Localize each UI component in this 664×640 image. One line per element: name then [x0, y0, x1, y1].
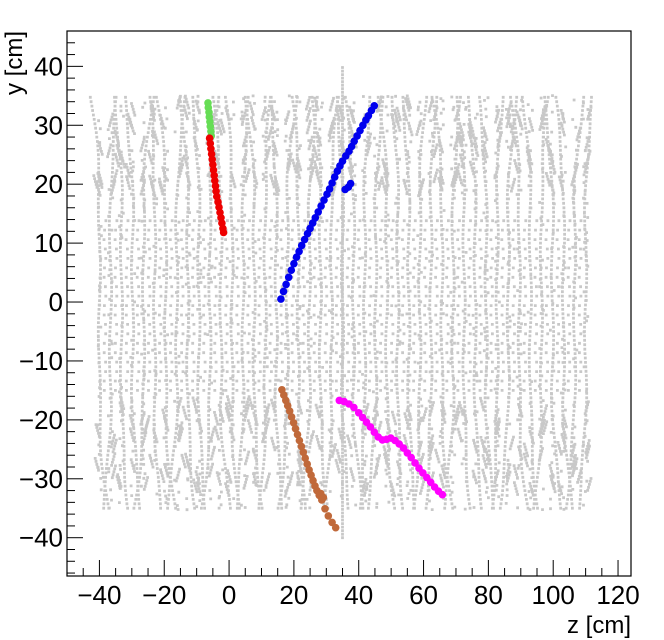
- x-tick-label: 120: [596, 580, 639, 610]
- data-point: [317, 202, 325, 210]
- y-tick-label: −40: [19, 523, 63, 553]
- data-point: [297, 241, 306, 250]
- data-point: [328, 518, 336, 527]
- data-point: [287, 266, 296, 275]
- x-tick-label: −20: [142, 580, 186, 610]
- data-point: [320, 196, 328, 204]
- data-point: [330, 173, 339, 181]
- data-point: [407, 453, 416, 462]
- y-tick-label: 40: [34, 51, 63, 81]
- data-point: [331, 523, 340, 532]
- data-point: [290, 259, 298, 268]
- data-point: [366, 423, 375, 431]
- data-point: [328, 179, 336, 187]
- data-point: [291, 424, 300, 433]
- data-point: [285, 407, 294, 415]
- data-point: [321, 505, 329, 513]
- x-tick-label: 40: [344, 580, 373, 610]
- y-tick-label: 10: [34, 228, 63, 258]
- y-axis: −40 −30 −20 −10 0 10 20 30 40: [19, 30, 83, 574]
- data-point: [300, 235, 309, 244]
- y-tick-label: 0: [49, 287, 63, 317]
- data-point: [346, 179, 355, 188]
- plot-frame: [66, 30, 632, 577]
- series-3: [278, 386, 340, 532]
- series-5: [205, 134, 228, 237]
- data-point: [350, 403, 358, 412]
- y-tick-label: 20: [34, 169, 63, 199]
- data-point: [438, 490, 447, 499]
- x-tick-label: 60: [409, 580, 438, 610]
- data-point: [301, 454, 310, 463]
- x-tick-label: 20: [279, 580, 308, 610]
- y-tick-label: −30: [19, 464, 63, 494]
- data-point: [277, 295, 285, 303]
- data-point: [319, 493, 328, 502]
- data-point: [219, 228, 228, 237]
- x-axis-label: z [cm]: [567, 612, 631, 639]
- background-hits: [88, 66, 593, 540]
- data-point: [295, 247, 303, 256]
- data-point: [293, 430, 302, 439]
- y-tick-label: 30: [34, 110, 63, 140]
- data-point: [303, 460, 312, 468]
- y-tick-label: −10: [19, 346, 63, 376]
- data-point: [325, 185, 334, 193]
- y-axis-label: y [cm]: [1, 31, 28, 95]
- data-point: [299, 448, 308, 457]
- data-point: [370, 102, 379, 110]
- data-point: [279, 287, 288, 296]
- x-tick-label: 0: [222, 580, 236, 610]
- data-point: [289, 419, 298, 427]
- series-1: [277, 102, 379, 303]
- data-point: [297, 442, 306, 451]
- data-point: [284, 273, 293, 282]
- data-point: [295, 436, 304, 445]
- data-point: [324, 512, 333, 520]
- data-point: [314, 208, 323, 216]
- series-2: [335, 396, 447, 499]
- track-series: [204, 99, 447, 532]
- data-point: [282, 280, 290, 289]
- x-tick-label: 80: [474, 580, 503, 610]
- x-tick-label: 100: [532, 580, 575, 610]
- y-tick-label: −20: [19, 405, 63, 435]
- background-hit-dots: [88, 66, 593, 540]
- x-axis: −40 −20 0 20 40 60 80 100 120: [66, 560, 640, 610]
- x-tick-label: −40: [77, 580, 121, 610]
- data-point: [287, 413, 296, 421]
- data-point: [292, 253, 301, 261]
- data-point: [411, 459, 419, 467]
- data-point: [311, 214, 320, 222]
